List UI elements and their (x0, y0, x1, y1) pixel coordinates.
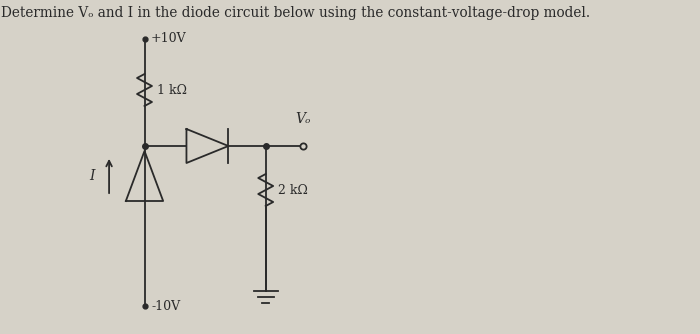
Text: 1 kΩ: 1 kΩ (157, 84, 187, 97)
Text: Determine Vₒ and I in the diode circuit below using the constant-voltage-drop mo: Determine Vₒ and I in the diode circuit … (1, 6, 590, 20)
Text: Vₒ: Vₒ (295, 112, 311, 126)
Text: -10V: -10V (151, 300, 180, 313)
Text: 2 kΩ: 2 kΩ (278, 183, 308, 196)
Text: +10V: +10V (151, 32, 187, 45)
Text: I: I (90, 169, 95, 183)
